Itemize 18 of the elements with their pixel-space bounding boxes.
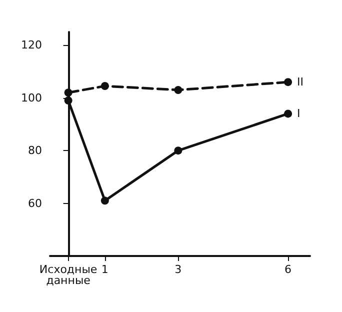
y-tick-label: 80 [28,144,42,158]
y-tick-label: 100 [21,91,42,104]
series-label: II [297,76,304,89]
x-tick-label: 3 [174,263,182,276]
y-tick-label: 60 [28,196,42,210]
series-label: I [297,107,300,120]
point [174,146,182,155]
point [64,96,72,105]
x-tick-label: Исходные данные [39,263,98,287]
point [64,88,72,97]
x-tick-label: 6 [284,263,292,276]
point [284,110,292,118]
point [174,86,182,94]
point [100,196,109,205]
point [100,82,109,90]
point [284,78,292,86]
x-tick-label: 1 [101,263,108,276]
y-tick-label: 120 [21,38,42,52]
